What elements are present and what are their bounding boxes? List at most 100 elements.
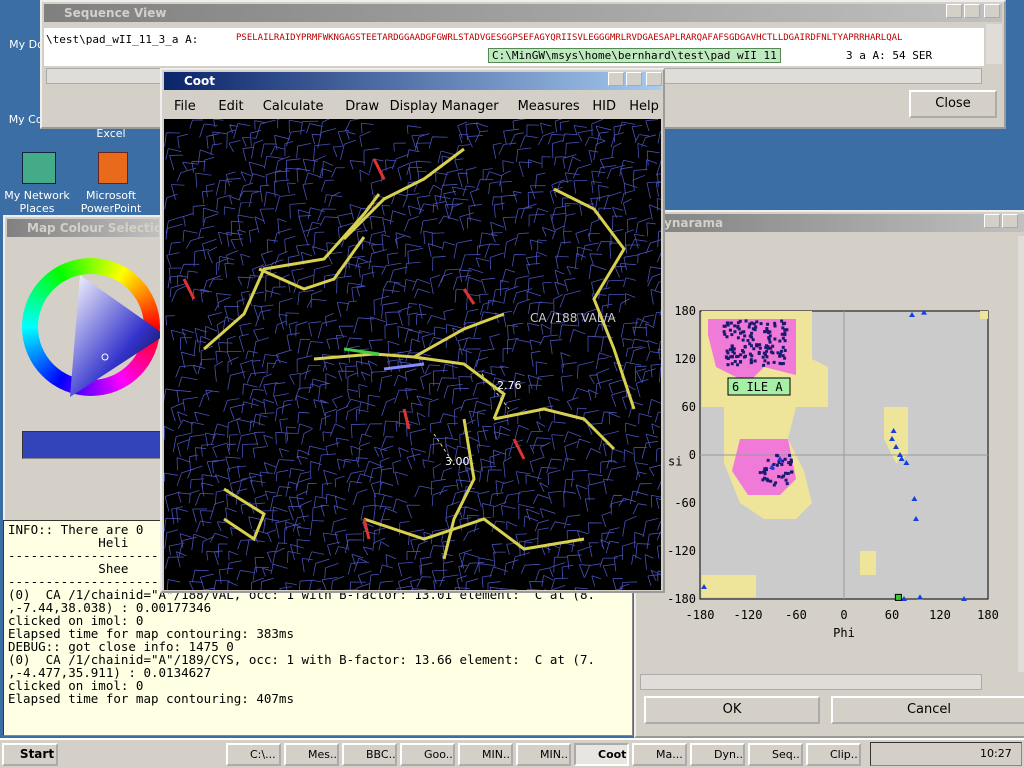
graphics-view[interactable]: CA /188 VAL/A 2.76 3.00 [164,119,661,590]
residue-point [730,344,734,348]
sequence[interactable]: PSELAILRAIDYPRMFWKNGAGSTEETARDGGAADGFGWR… [236,33,903,43]
cancel-button[interactable]: Cancel [831,696,1024,724]
residue-point [732,347,736,351]
residue-point [781,326,785,330]
residue-point [785,328,789,332]
residue-point [750,354,754,358]
residue-point [780,332,784,336]
menu-item[interactable]: Help [629,99,659,114]
v-scrollbar[interactable] [986,24,1002,64]
residue-point [789,460,793,464]
v-scrollbar[interactable] [1018,236,1024,672]
residue-point [773,337,777,341]
gly-point [893,444,899,449]
maximize[interactable] [964,4,980,18]
menu-item[interactable]: File [174,99,196,114]
residue-point [748,334,752,338]
y-tick-label: 60 [682,400,696,414]
task-button[interactable]: Ma... [632,743,687,766]
y-tick-label: 0 [689,448,696,462]
gly-point [921,309,927,315]
map-colour-window: Map Colour Selection [3,215,163,525]
residue-point [765,349,769,353]
x-tick-label: -120 [734,608,763,622]
residue-point [781,345,785,349]
residue-point [754,325,758,329]
maximize[interactable] [1002,214,1018,228]
residue-point [750,331,754,335]
residue-point [764,344,768,348]
maximize[interactable] [626,72,642,86]
task-button[interactable]: Goo... [400,743,455,766]
y-tick-label: 120 [674,352,696,366]
task-button[interactable]: MIN... [516,743,571,766]
residue-point [758,471,762,475]
task-button[interactable]: Dyn... [690,743,745,766]
residue-point [768,340,772,344]
residue-point [742,350,746,354]
title-bar: Sequence View [44,4,1002,22]
residue-point [783,331,787,335]
gly-point [769,464,775,469]
residue-point [784,478,788,482]
minimize[interactable] [608,72,624,86]
console-line: Heli [8,535,129,550]
task-button[interactable]: Seq... [748,743,803,766]
menu-item[interactable]: Display Manager [389,99,499,114]
x-tick-label: -60 [785,608,807,622]
minimize[interactable] [984,214,1000,228]
residue-point [752,347,756,351]
task-button[interactable]: MIN... [458,743,513,766]
residue-point [771,344,775,348]
colour-triangle[interactable] [5,217,163,517]
residue-point [746,339,750,343]
residue-point [761,478,765,482]
menu-item[interactable]: Edit [218,99,244,114]
bond [372,158,386,180]
residue-point [763,359,767,363]
colour-swatch [22,431,161,459]
residue-point [772,360,776,364]
h-scrollbar[interactable] [640,674,982,690]
residue-point [726,356,730,360]
menu-item[interactable]: HID [592,99,617,114]
desktop-icon[interactable]: Microsoft PowerPoint [80,189,142,215]
residue-point [786,472,790,476]
region [701,575,756,598]
desktop-icon[interactable]: My Network Places [4,189,70,215]
residue-point [785,482,789,486]
residue-point [737,327,741,331]
region [860,551,876,575]
bond [342,147,465,241]
distance-label: 2.76 [497,379,522,392]
close-x[interactable] [984,4,1000,18]
close-button[interactable]: Close [909,90,997,118]
task-button[interactable]: Coot [574,743,629,766]
residue-point [751,327,755,331]
menu-item[interactable]: Calculate [262,99,324,114]
close-x[interactable] [646,72,662,86]
task-button[interactable]: C:\... [226,743,281,766]
residue-point [771,351,775,355]
desktop-icon[interactable]: Excel [96,127,126,140]
gly-point [901,596,907,601]
minimize[interactable] [946,4,962,18]
menu-item[interactable]: Draw [345,99,380,114]
task-button[interactable]: BBC... [342,743,397,766]
console-line: clicked on imol: 0 [8,678,144,693]
residue-point [789,470,793,474]
residue-point [748,342,752,346]
residue-point [725,321,729,325]
menu-item[interactable]: Measures [517,99,580,114]
ok-button[interactable]: OK [644,696,820,724]
residue-point [778,354,782,358]
residue-point [780,319,784,323]
residue-point [768,334,772,338]
region [980,311,988,319]
y-tick-label: -180 [667,592,696,606]
task-button[interactable]: Clip... [806,743,861,766]
start-button[interactable]: Start [2,743,58,766]
residue-point [773,324,777,328]
residue-point [788,462,792,466]
task-button[interactable]: Mes... [284,743,339,766]
